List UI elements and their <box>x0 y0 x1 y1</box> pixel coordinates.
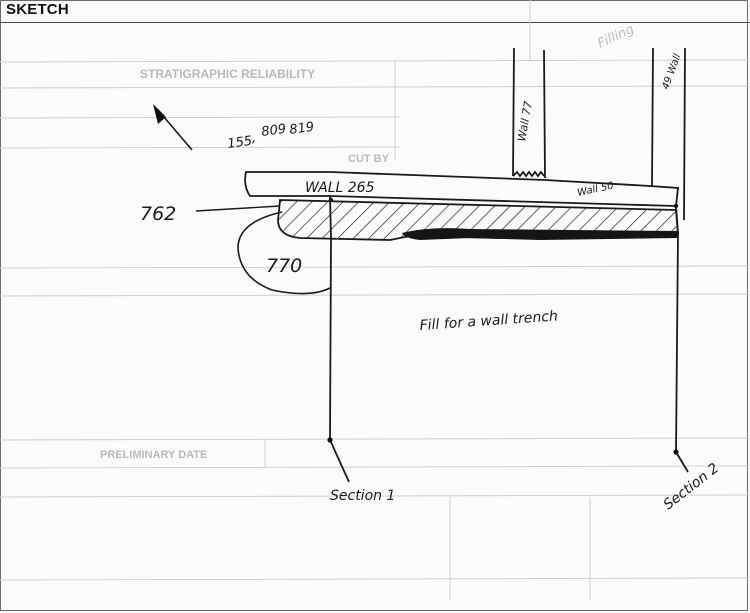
label-wall-49: 49 Wall <box>660 52 683 91</box>
wall-49 <box>651 47 686 221</box>
wall-265-outline <box>244 171 679 207</box>
section-lines <box>329 195 689 483</box>
label-762: 762 <box>140 203 176 225</box>
section-point-markers <box>327 197 679 455</box>
bleed-through-form <box>0 0 750 600</box>
label-wall-265: WALL 265 <box>305 180 375 196</box>
label-wall-50: Wall 50 <box>576 180 614 198</box>
note-fill: Fill for a wall trench <box>419 308 558 334</box>
measure-809: 809 <box>260 122 287 140</box>
ghost-stratigraphic-reliability: STRATIGRAPHIC RELIABILITY <box>140 67 315 81</box>
measurement-scribbles: 155 , 809 819 <box>226 120 315 152</box>
ghost-filling: Filling <box>595 22 636 52</box>
dark-base-band <box>402 228 678 240</box>
ghost-preliminary-date: PRELIMINARY DATE <box>100 449 207 461</box>
plus-sign: , <box>252 131 256 146</box>
measure-155: 155 <box>226 134 253 152</box>
header-bar: SKETCH <box>0 0 750 23</box>
page-title: SKETCH <box>6 1 69 18</box>
ghost-cut-by: CUT BY <box>348 153 390 165</box>
north-arrow-icon <box>153 104 193 151</box>
label-section-2: Section 2 <box>661 460 722 513</box>
leader-762 <box>195 205 281 212</box>
bracket-770 <box>237 211 331 295</box>
measure-819: 819 <box>288 120 315 138</box>
wall-77 <box>512 47 546 179</box>
label-wall-77: Wall 77 <box>515 100 535 142</box>
label-section-1: Section 1 <box>330 488 395 504</box>
label-770: 770 <box>266 255 302 277</box>
